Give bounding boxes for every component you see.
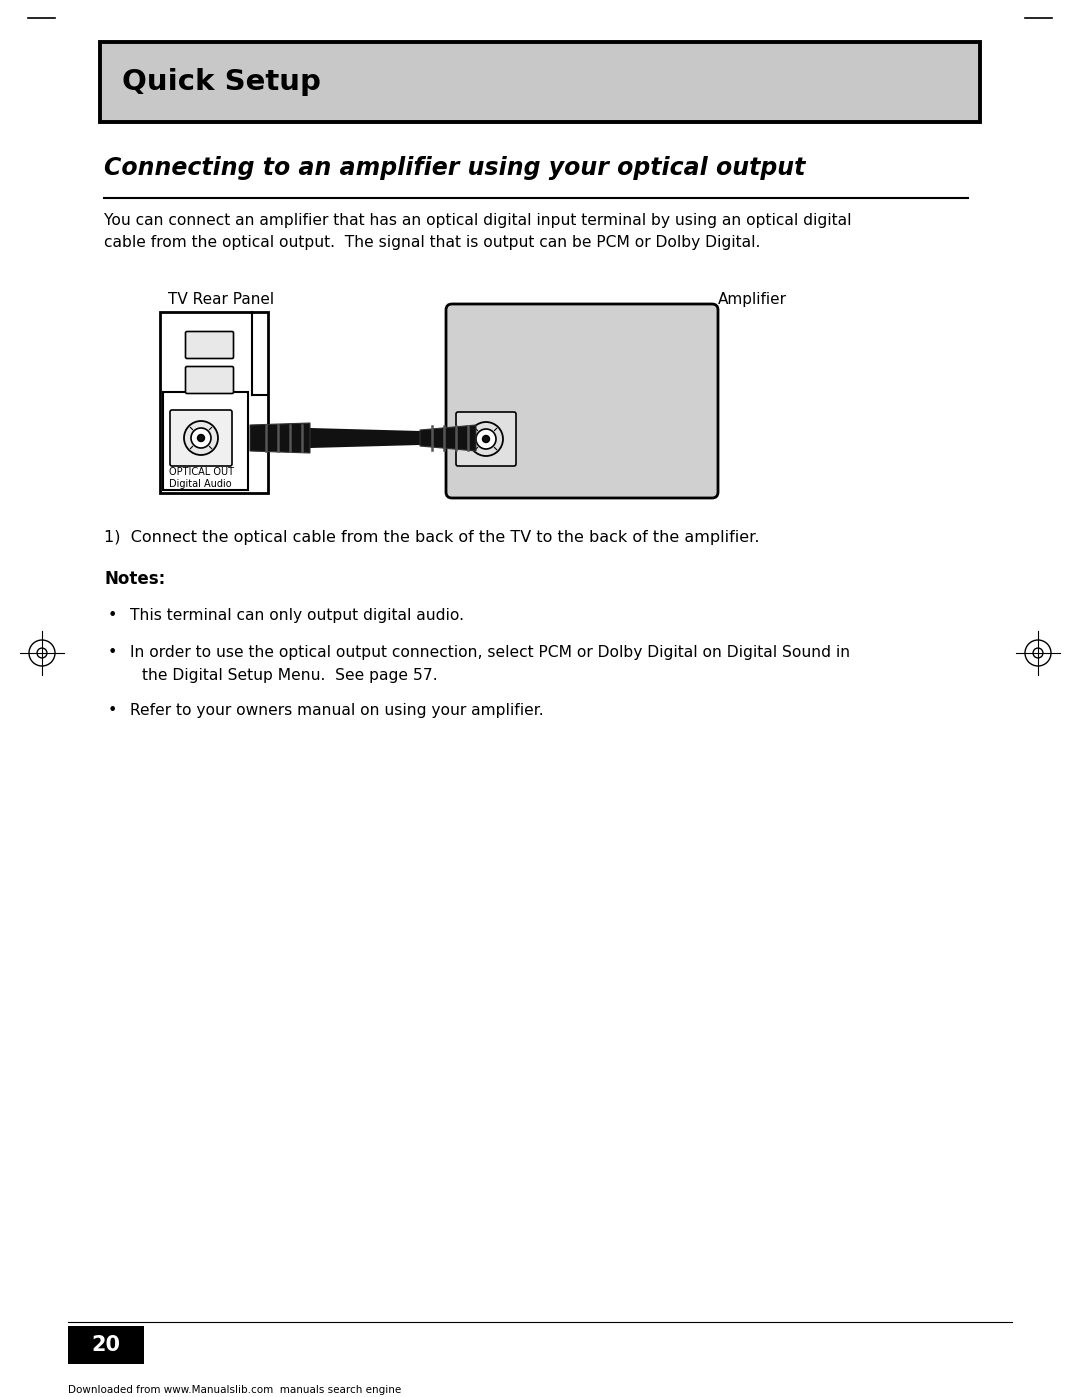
- Bar: [100, 42, 980, 122]
- Text: 1)  Connect the optical cable from the back of the TV to the back of the amplifi: 1) Connect the optical cable from the ba…: [104, 529, 759, 545]
- Circle shape: [476, 429, 496, 448]
- FancyBboxPatch shape: [446, 305, 718, 497]
- FancyBboxPatch shape: [456, 412, 516, 467]
- Text: the Digital Setup Menu.  See page 57.: the Digital Setup Menu. See page 57.: [141, 668, 437, 683]
- Text: OPTICAL OUT
Digital Audio: OPTICAL OUT Digital Audio: [168, 467, 234, 489]
- Text: Refer to your owners manual on using your amplifier.: Refer to your owners manual on using you…: [130, 703, 543, 718]
- Circle shape: [191, 427, 211, 448]
- Text: •: •: [108, 645, 118, 659]
- Circle shape: [184, 420, 218, 455]
- FancyBboxPatch shape: [170, 409, 232, 467]
- Text: Amplifier: Amplifier: [718, 292, 787, 307]
- Text: •: •: [108, 703, 118, 718]
- Circle shape: [198, 434, 204, 441]
- Circle shape: [469, 422, 503, 455]
- Bar: [160, 312, 268, 493]
- Text: 20: 20: [92, 1336, 121, 1355]
- Text: Downloaded from www.Manualslib.com  manuals search engine: Downloaded from www.Manualslib.com manua…: [68, 1384, 402, 1396]
- Text: You can connect an amplifier that has an optical digital input terminal by using: You can connect an amplifier that has an…: [104, 212, 851, 250]
- Polygon shape: [310, 427, 420, 448]
- Bar: [68, 1326, 144, 1363]
- FancyBboxPatch shape: [186, 366, 233, 394]
- Text: •: •: [108, 608, 118, 623]
- Text: This terminal can only output digital audio.: This terminal can only output digital au…: [130, 608, 464, 623]
- Circle shape: [483, 436, 489, 443]
- Bar: [163, 393, 248, 490]
- FancyBboxPatch shape: [186, 331, 233, 359]
- Text: Quick Setup: Quick Setup: [122, 68, 321, 96]
- Text: In order to use the optical output connection, select PCM or Dolby Digital on Di: In order to use the optical output conne…: [130, 645, 850, 659]
- Text: Connecting to an amplifier using your optical output: Connecting to an amplifier using your op…: [104, 156, 806, 180]
- Text: Notes:: Notes:: [104, 570, 165, 588]
- Polygon shape: [420, 425, 476, 451]
- Text: TV Rear Panel: TV Rear Panel: [168, 292, 274, 307]
- Polygon shape: [249, 423, 310, 453]
